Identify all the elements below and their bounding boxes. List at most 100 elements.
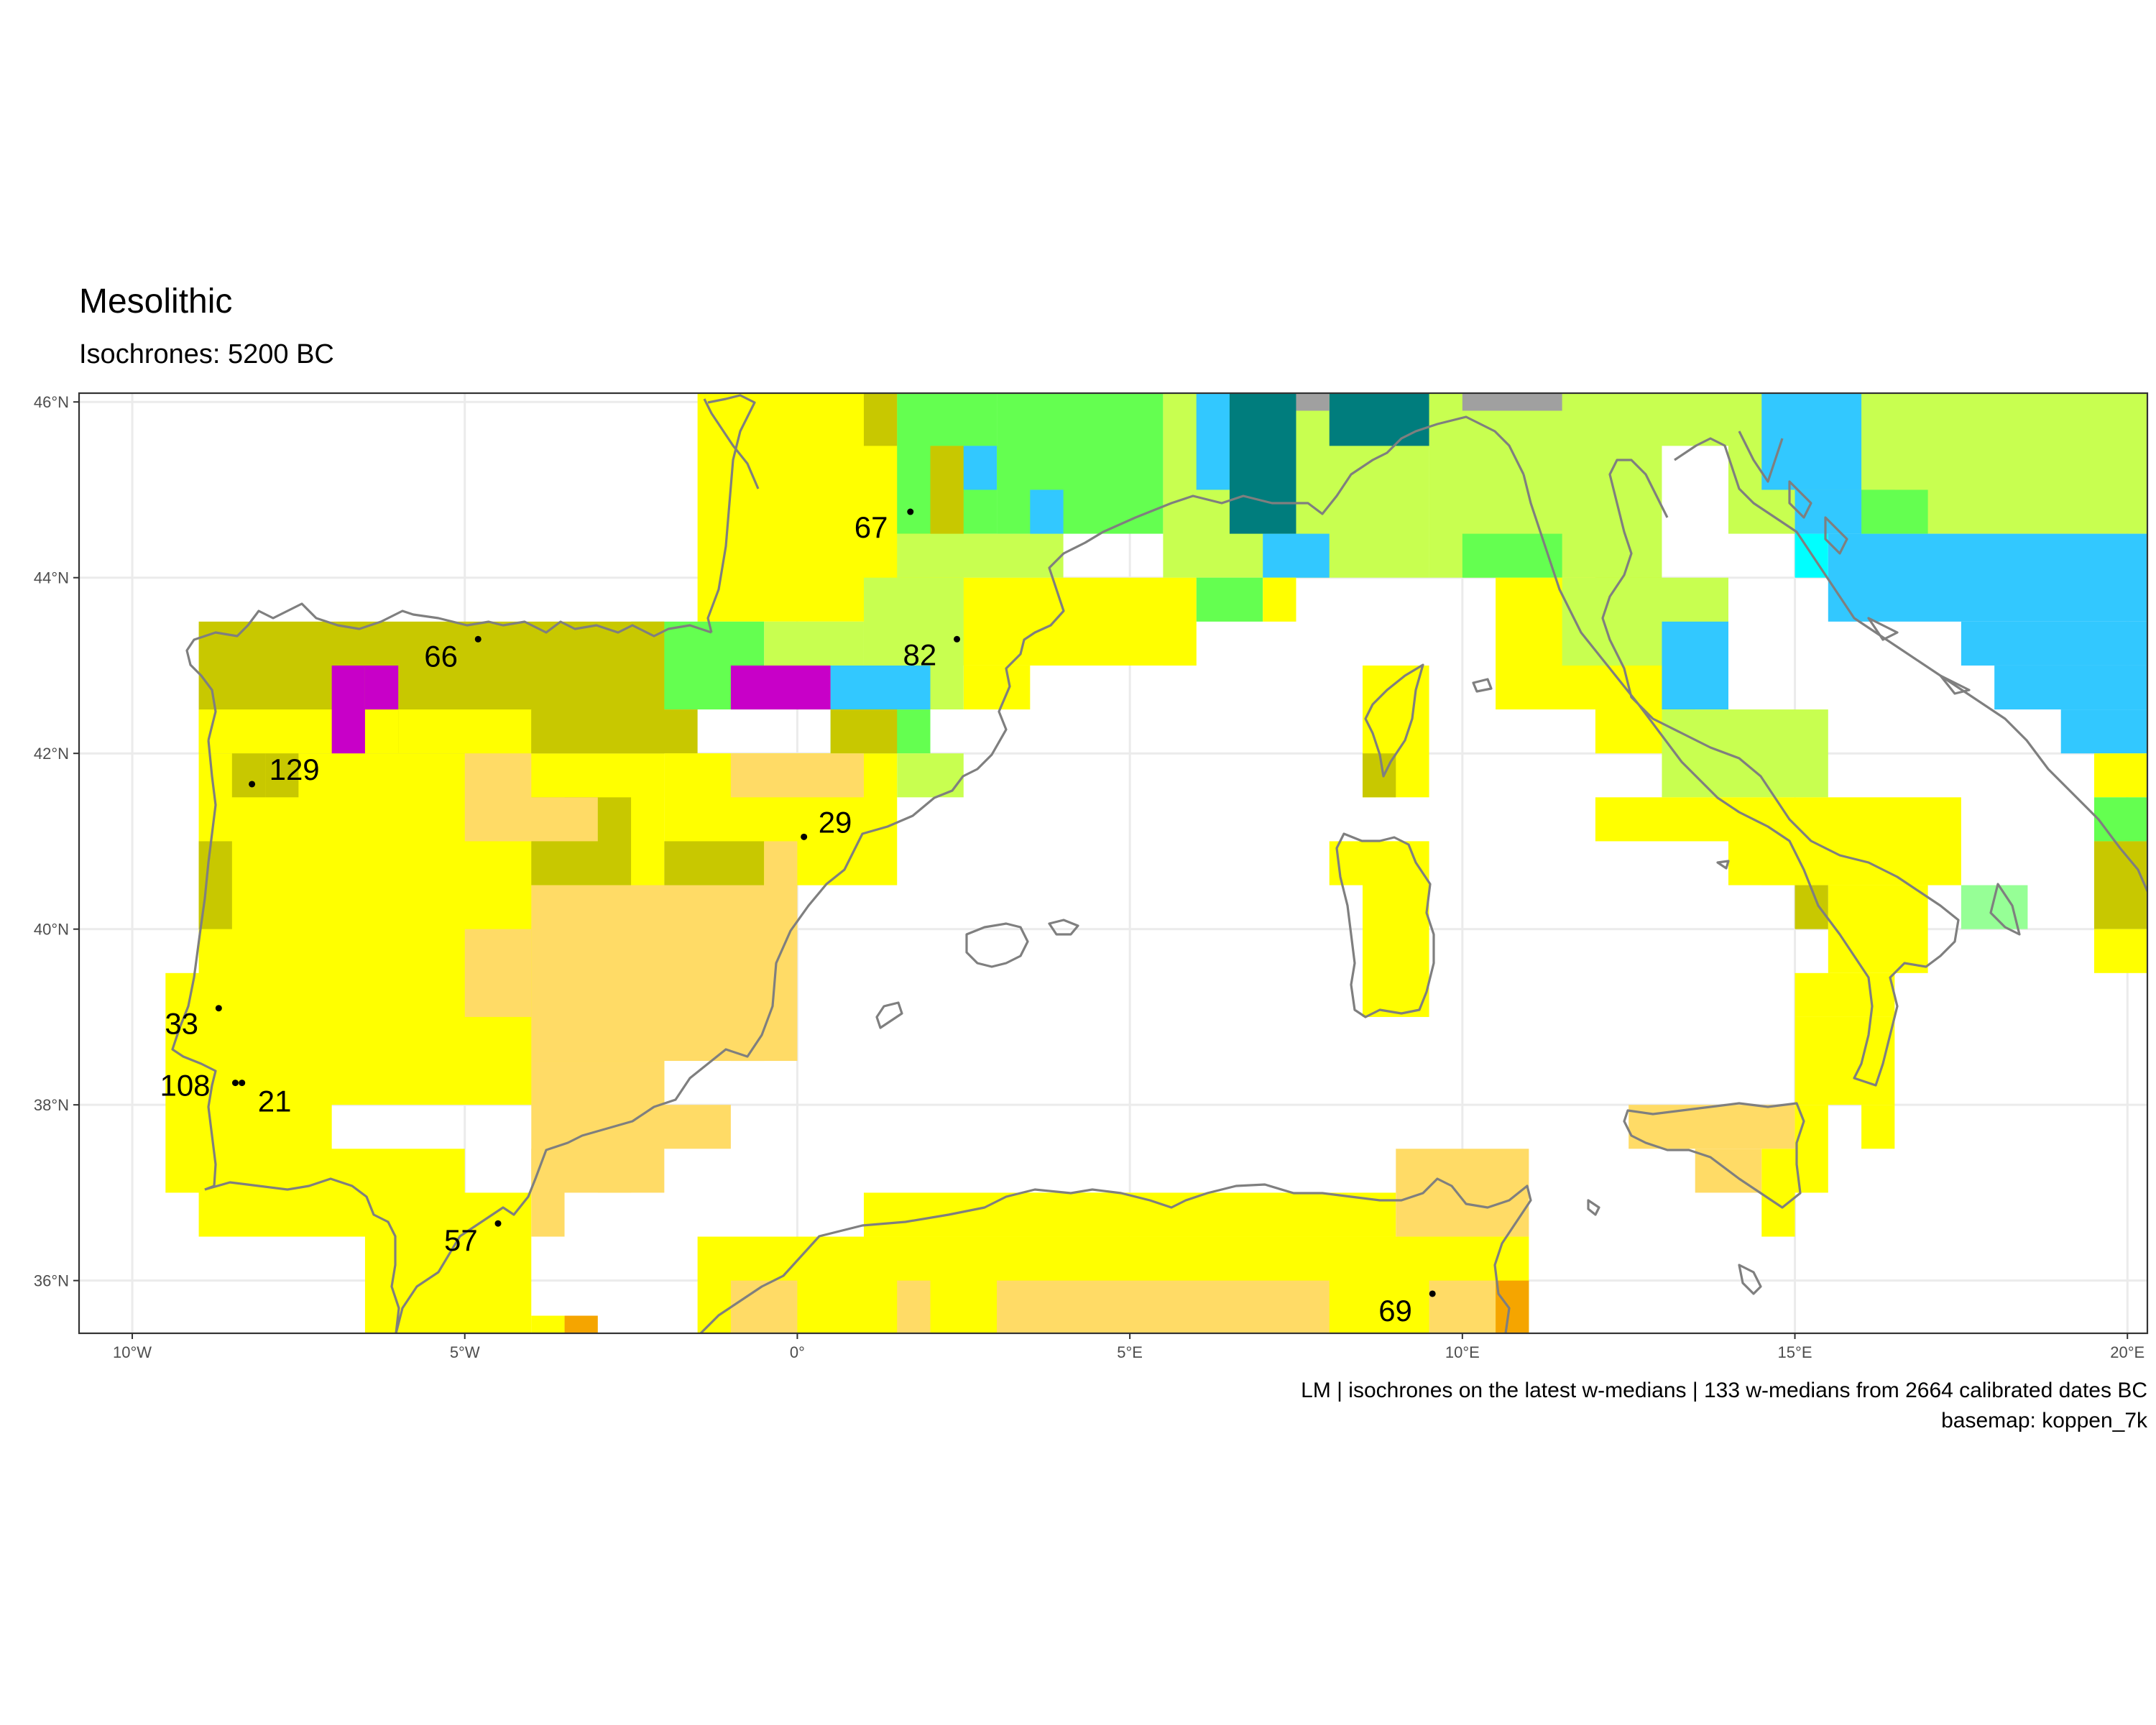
coast-heel (1989, 883, 2021, 936)
basemap-cell (1030, 1192, 1396, 1237)
basemap-cell (1861, 1105, 1895, 1149)
basemap-cell (997, 393, 1164, 534)
x-tick-label: 10°W (113, 1343, 152, 1361)
caption-line-2: basemap: koppen_7k (1941, 1409, 2147, 1432)
basemap-cell (897, 1280, 931, 1333)
coast-atlantic-france (706, 394, 756, 633)
basemap-cell (1795, 1105, 1828, 1193)
basemap-cell (2093, 841, 2147, 929)
basemap-cell (830, 709, 898, 754)
basemap-cell (1961, 621, 2147, 666)
basemap-cell (564, 1315, 598, 1333)
site-point-66 (474, 635, 482, 643)
coast-ponza (1716, 860, 1730, 870)
coast-isles-a (1788, 480, 1812, 519)
koppen-basemap (165, 393, 2147, 1333)
coast-south-iberia (204, 1177, 400, 1333)
basemap-cell (531, 1315, 565, 1333)
basemap-cell (897, 533, 1064, 578)
site-label-108: 108 (160, 1069, 210, 1103)
basemap-cell (1196, 577, 1263, 622)
basemap-cell (897, 753, 964, 798)
site-point-69 (1429, 1290, 1436, 1297)
basemap-cell (830, 665, 931, 710)
x-tick-label: 10°E (1445, 1343, 1480, 1361)
site-point-33 (215, 1005, 222, 1012)
basemap-cell (398, 709, 532, 754)
coast-corsica (1364, 663, 1424, 778)
basemap-cell (531, 1149, 565, 1237)
basemap-cell (1030, 489, 1064, 534)
basemap-cell (1396, 1149, 1529, 1237)
x-tick-label: 15°E (1778, 1343, 1812, 1361)
site-point-29 (801, 833, 808, 840)
coast-istria (1738, 431, 1784, 483)
basemap-cell (1761, 841, 1828, 886)
basemap-cell (1795, 885, 1828, 929)
site-point-21 (239, 1080, 246, 1087)
basemap-cell (1828, 841, 1862, 886)
basemap-cell (1761, 393, 1862, 490)
basemap-cell (265, 753, 299, 798)
site-label-33: 33 (165, 1007, 198, 1041)
basemap-cell (963, 665, 1031, 710)
site-point-108 (231, 1080, 239, 1087)
basemap-cell (1263, 533, 1330, 578)
coast-isles-b (1824, 516, 1848, 555)
basemap-cell (1795, 1016, 1895, 1105)
basemap-cell (498, 797, 598, 842)
basemap-cell (930, 577, 1197, 666)
basemap-cell (1595, 797, 1728, 842)
basemap-cell (1828, 885, 1928, 973)
basemap-cell (1628, 1105, 1795, 1149)
coast-north-africa (699, 1177, 1532, 1333)
basemap-cell (1828, 533, 2147, 622)
coast-brittany (703, 398, 760, 489)
site-point-82 (954, 635, 961, 643)
basemap-cell (198, 709, 399, 754)
basemap-cell (1263, 577, 1296, 622)
basemap-cell (930, 446, 964, 534)
x-tick-label: 5°W (450, 1343, 480, 1361)
coast-mallorca (965, 922, 1029, 968)
x-tick-label: 20°E (2110, 1343, 2145, 1361)
basemap-cell (231, 753, 266, 798)
y-tick-label: 38°N (34, 1096, 69, 1114)
basemap-cell (1296, 393, 1330, 411)
basemap-cell (1163, 621, 1197, 666)
coast-sardinia (1335, 832, 1435, 1018)
coast-sicily (1623, 1102, 1805, 1209)
basemap-cell (1662, 621, 1728, 710)
basemap-cell (531, 709, 698, 754)
y-tick-label: 42°N (34, 745, 69, 763)
coast-iberia-france (395, 415, 1525, 1333)
site-point-67 (907, 508, 914, 515)
basemap-cell (730, 1280, 798, 1333)
coast-north-iberia (185, 602, 712, 741)
x-tick-label: 5°E (1117, 1343, 1143, 1361)
basemap-cell (464, 929, 532, 1017)
map-subtitle: Isochrones: 5200 BC (79, 339, 334, 369)
x-tick-label: 0° (790, 1343, 805, 1361)
y-tick-label: 46°N (34, 393, 69, 411)
axes: 10°W 5°W 0° 5°E 10°E 15°E 20°E 36°N 38°N 40°N 42°N… (34, 393, 2145, 1361)
site-label-129: 129 (270, 753, 320, 786)
basemap-cell (730, 393, 798, 446)
sites: 67 82 66 129 29 33 108 21 57 69 (160, 508, 1436, 1328)
basemap-cell (198, 841, 232, 929)
basemap-cell (1595, 393, 1728, 446)
basemap-cell (2093, 929, 2147, 973)
coast-ibiza (875, 1001, 903, 1029)
coast-west-iberia (171, 740, 217, 1191)
site-label-57: 57 (444, 1223, 478, 1257)
basemap-cell (1861, 489, 1928, 534)
basemap-cell (1496, 1280, 1529, 1333)
basemap-cell (2093, 797, 2147, 842)
site-point-129 (249, 781, 256, 788)
basemap-cell (1994, 665, 2147, 710)
site-label-69: 69 (1378, 1294, 1412, 1328)
panel-border (78, 392, 2149, 1335)
basemap-cell (1662, 709, 1828, 798)
basemap-cell (1961, 885, 2028, 929)
